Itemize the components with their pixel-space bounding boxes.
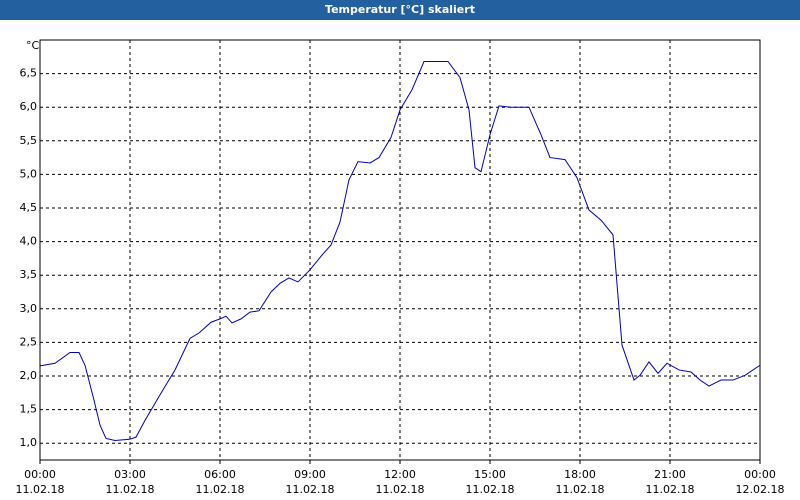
x-tick-label: 15:00	[474, 468, 506, 481]
x-tick-label: 00:00	[744, 468, 776, 481]
y-tick-label: 2,0	[20, 369, 38, 382]
x-tick-date: 11.02.18	[286, 483, 335, 496]
x-tick-date: 11.02.18	[466, 483, 515, 496]
x-tick-label: 03:00	[114, 468, 146, 481]
y-tick-label: 6,0	[20, 100, 38, 113]
y-tick-label: 3,5	[20, 268, 38, 281]
x-tick-label: 06:00	[204, 468, 236, 481]
y-tick-label: 4,0	[20, 235, 38, 248]
y-tick-label: 6,5	[20, 67, 38, 80]
y-unit-label: °C	[26, 39, 40, 52]
x-tick-date: 11.02.18	[106, 483, 155, 496]
y-tick-label: 3,0	[20, 302, 38, 315]
x-tick-date: 11.02.18	[196, 483, 245, 496]
y-tick-label: 1,5	[20, 403, 38, 416]
x-tick-date: 12.02.18	[736, 483, 785, 496]
y-tick-label: 2,5	[20, 335, 38, 348]
x-tick-date: 11.02.18	[16, 483, 65, 496]
x-tick-date: 11.02.18	[376, 483, 425, 496]
y-tick-label: 5,5	[20, 134, 38, 147]
y-tick-label: 1,0	[20, 436, 38, 449]
y-tick-label: 5,0	[20, 167, 38, 180]
data-line	[39, 61, 761, 442]
y-tick-label: 4,5	[20, 201, 38, 214]
x-tick-date: 11.02.18	[556, 483, 605, 496]
x-tick-label: 00:00	[24, 468, 56, 481]
chart-title: Temperatur [°C] skaliert	[325, 3, 475, 16]
x-tick-label: 21:00	[654, 468, 686, 481]
x-tick-label: 12:00	[384, 468, 416, 481]
title-bar	[0, 0, 800, 20]
x-tick-label: 09:00	[294, 468, 326, 481]
x-tick-label: 18:00	[564, 468, 596, 481]
x-tick-date: 11.02.18	[646, 483, 695, 496]
